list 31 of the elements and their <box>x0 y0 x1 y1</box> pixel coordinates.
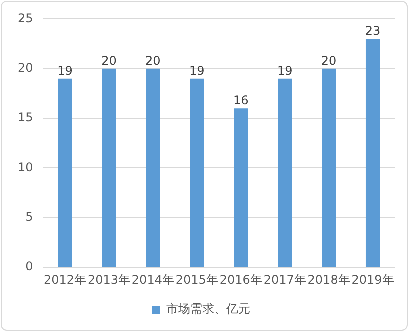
data-label: 19 <box>190 64 205 78</box>
legend-label: 市场需求、亿元 <box>166 302 250 316</box>
x-tick-label: 2018年 <box>308 272 350 287</box>
y-tick-label: 25 <box>18 11 34 26</box>
x-tick-label: 2017年 <box>264 272 306 287</box>
data-label: 20 <box>146 54 161 68</box>
bar <box>190 78 204 268</box>
bar <box>234 108 248 268</box>
y-tick-label: 20 <box>18 61 34 76</box>
x-tick-label: 2015年 <box>176 272 218 287</box>
bar <box>322 68 336 268</box>
x-tick-label: 2012年 <box>44 272 87 287</box>
y-tick-label: 15 <box>18 110 34 125</box>
data-label: 16 <box>233 94 249 108</box>
y-tick-label: 0 <box>26 260 34 274</box>
x-tick-label: 2019年 <box>352 272 394 287</box>
x-tick-label: 2013年 <box>88 272 130 287</box>
y-tick-label: 10 <box>18 160 34 174</box>
x-tick-label: 2016年 <box>220 272 262 287</box>
data-label: 23 <box>365 24 381 38</box>
bar <box>366 39 380 268</box>
data-label: 19 <box>277 64 293 78</box>
data-label: 20 <box>102 54 117 68</box>
bar <box>146 68 160 268</box>
x-tick-label: 2014年 <box>132 272 174 287</box>
data-label: 20 <box>321 54 337 68</box>
data-label: 19 <box>58 64 73 78</box>
y-tick-label: 5 <box>26 210 34 224</box>
bar <box>58 78 72 268</box>
bar <box>278 78 292 268</box>
bar <box>102 68 116 268</box>
